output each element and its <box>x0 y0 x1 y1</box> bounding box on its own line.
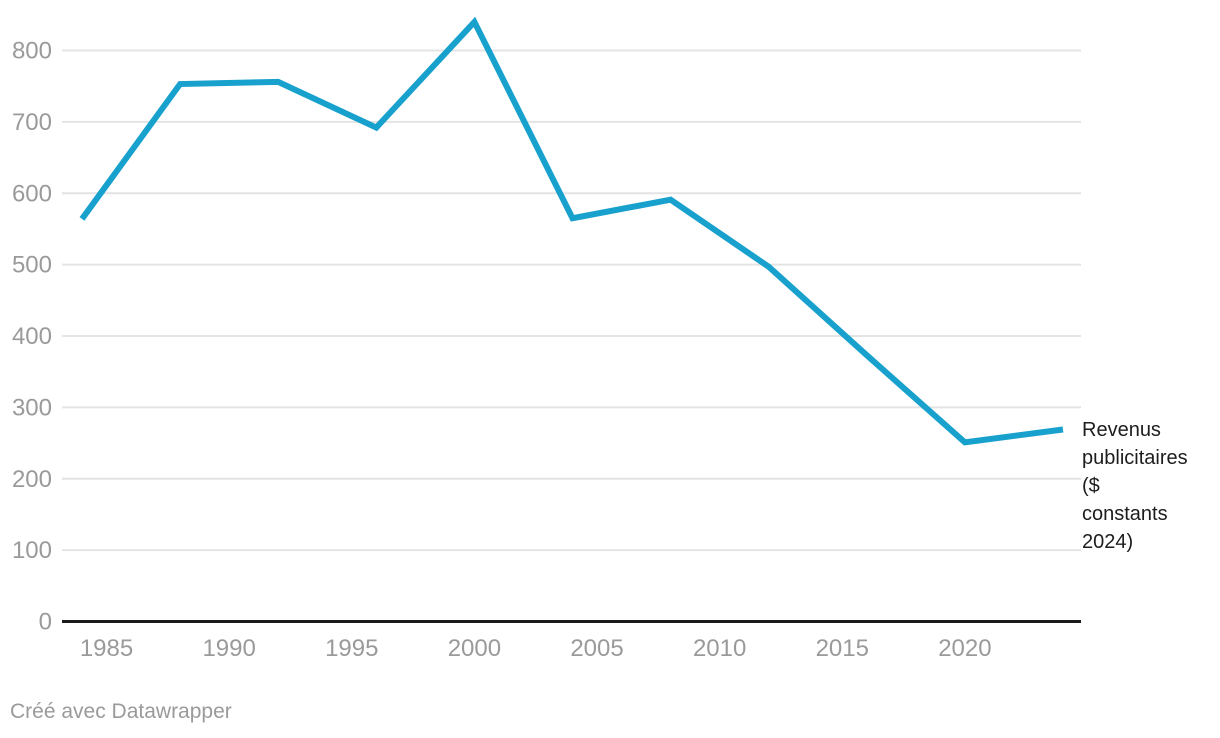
y-tick-label: 600 <box>12 180 52 207</box>
line-chart: 0 100 200 300 400 500 600 700 800 1985 1990 1995 200… <box>12 16 1081 662</box>
x-tick-label: 2020 <box>938 635 991 662</box>
attribution-text: Créé avec Datawrapper <box>10 700 232 723</box>
x-tick-label: 1985 <box>80 635 133 662</box>
x-tick-label: 2010 <box>693 635 746 662</box>
series-direct-label: Revenus publicitaires ($ constants 2024) <box>1082 419 1188 553</box>
y-tick-label: 800 <box>12 38 52 65</box>
y-tick-label: 100 <box>12 537 52 564</box>
x-tick-label: 1995 <box>325 635 378 662</box>
y-tick-label: 0 <box>39 609 52 636</box>
y-tick-label: 300 <box>12 394 52 421</box>
data-line-revenus-publicitaires <box>79 16 1064 446</box>
y-tick-label: 400 <box>12 323 52 350</box>
x-tick-label: 2000 <box>448 635 501 662</box>
y-tick-label: 500 <box>12 252 52 279</box>
x-tick-label: 1990 <box>202 635 255 662</box>
y-tick-label: 200 <box>12 466 52 493</box>
x-tick-label: 2005 <box>570 635 623 662</box>
x-tick-label: 2015 <box>816 635 869 662</box>
y-tick-label: 700 <box>12 109 52 136</box>
